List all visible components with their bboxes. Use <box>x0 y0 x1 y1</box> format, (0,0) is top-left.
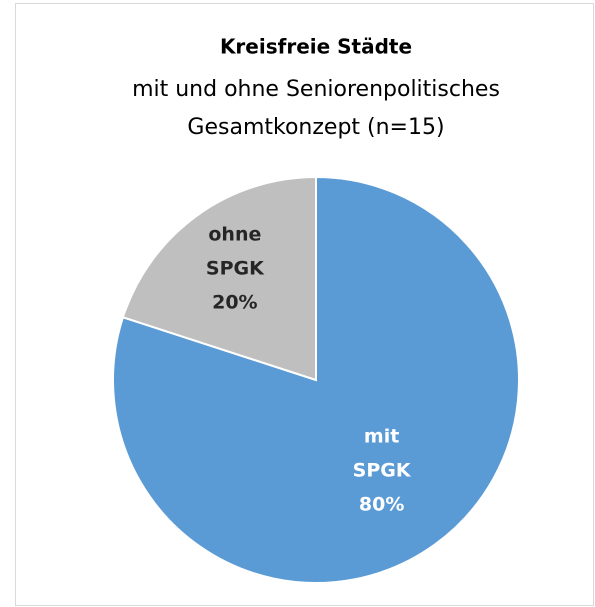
pie-slice <box>121 175 317 382</box>
chart-subtitle: mit und ohne Seniorenpolitisches <box>132 77 500 102</box>
slice-label: ohne SPGK 20% <box>206 223 265 313</box>
slice-category-line: mit <box>364 425 399 447</box>
slice-label: mit SPGK 80% <box>353 425 412 515</box>
slice-category-line: SPGK <box>206 257 265 279</box>
slice-value-label: 80% <box>359 493 404 515</box>
slice-category: mit SPGK <box>353 425 412 481</box>
slice-category-line: SPGK <box>353 459 412 481</box>
slice-category: ohne SPGK <box>206 223 265 279</box>
chart-title: Kreisfreie Städte <box>220 35 412 59</box>
slice-value-label: 20% <box>212 291 257 313</box>
chart-subtitle: Gesamtkonzept (n=15) <box>187 115 444 140</box>
slice-category-line: ohne <box>208 223 261 245</box>
